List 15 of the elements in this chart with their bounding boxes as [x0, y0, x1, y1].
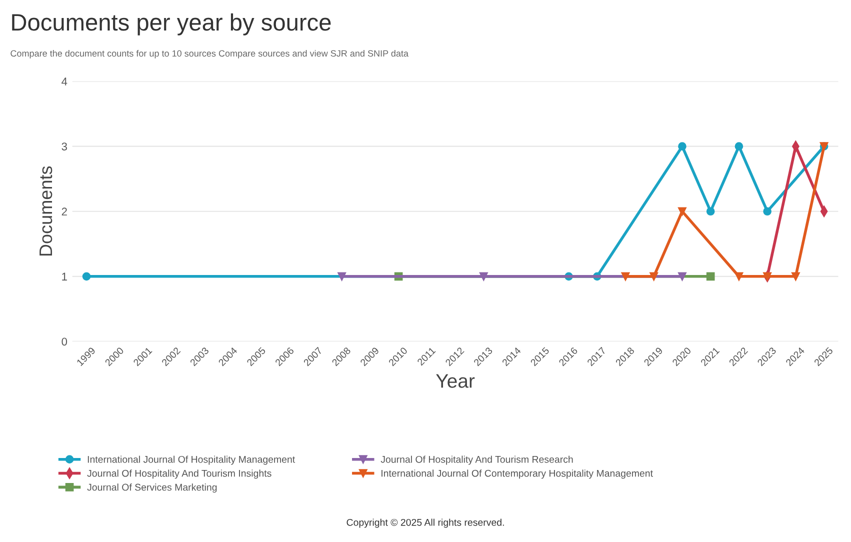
text: Copyright © 2025 All rights reserved.: [346, 518, 504, 528]
legend-label: Journal Of Services Marketing: [87, 484, 217, 493]
y-tick-label: 4: [62, 78, 68, 86]
x-axis-title: Year: [436, 374, 475, 388]
legend-label: International Journal Of Contemporary Hospitality Management: [382, 470, 653, 479]
y-axis-title: Documents: [40, 166, 52, 256]
legend-label: International Journal Of Hospitality Management: [88, 456, 296, 465]
chart-subtitle: Compare the document counts for up to 10 sources Compare sources and view SJR and SNIP data: [10, 50, 408, 58]
chart-title: Documents per year by source: [12, 13, 331, 36]
y-tick-label: 1: [62, 272, 67, 280]
y-tick-label: 0: [62, 338, 68, 346]
y-tick-label: 2: [62, 208, 67, 216]
legend-label: Journal Of Hospitality And Tourism Insights: [87, 470, 272, 479]
y-tick-label: 3: [62, 142, 67, 150]
legend-label: Journal Of Hospitality And Tourism Research: [380, 456, 573, 465]
